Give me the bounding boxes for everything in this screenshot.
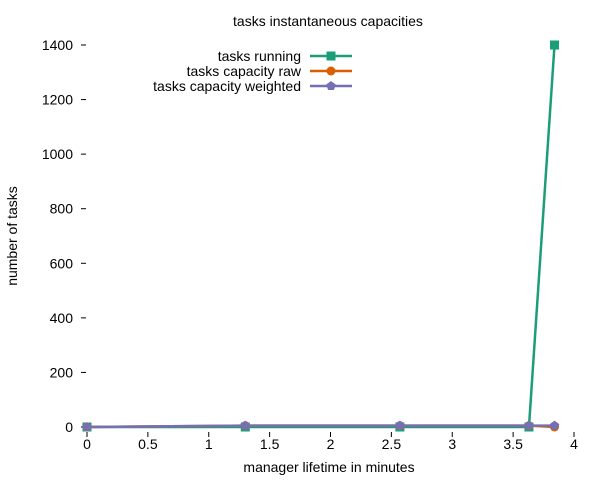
y-tick-label: 1200 [42,92,73,108]
series-1 [82,40,560,432]
x-tick-label: 4 [570,436,578,452]
series-3 [82,420,560,432]
x-tick-label: 2 [327,436,335,452]
y-tick-label: 200 [50,364,74,380]
legend-entry: tasks capacity raw [187,63,352,79]
x-tick-label: 2.5 [382,436,402,452]
legend-label: tasks capacity weighted [153,78,301,94]
legend-label: tasks capacity raw [187,63,302,79]
axes: 0 200 400 600 800 1000 1200 1400 0 0.5 1 1.5 2 2.5 3 3.… [42,37,578,452]
y-tick-label: 600 [50,255,74,271]
x-tick-label: 0 [83,436,91,452]
legend-entry: tasks running [218,48,352,64]
x-tick-label: 3 [448,436,456,452]
legend-marker [326,51,336,61]
x-axis-label: manager lifetime in minutes [243,459,414,475]
x-tick-label: 3.5 [503,436,523,452]
data-point [82,422,92,432]
x-tick-label: 1.5 [260,436,280,452]
data-point [549,420,560,430]
series-line [86,424,555,429]
legend-marker [326,66,336,76]
y-tick-label: 800 [50,201,74,217]
y-tick-label: 1400 [42,37,73,53]
data-point [524,420,534,430]
y-axis-label: number of tasks [4,186,20,286]
chart-title: tasks instantaneous capacities [233,13,423,29]
series-layer [82,40,560,432]
x-tick-label: 1 [205,436,213,452]
legend-marker [326,81,336,91]
x-tick-label: 0.5 [138,436,158,452]
y-tick-label: 1000 [42,146,73,162]
data-point [550,40,560,50]
y-tick-label: 400 [50,310,74,326]
data-point [240,420,251,430]
legend-entry: tasks capacity weighted [153,78,352,94]
data-point [395,420,405,430]
series-line [87,44,556,429]
y-tick-label: 0 [65,419,73,435]
legend-label: tasks running [218,48,301,64]
